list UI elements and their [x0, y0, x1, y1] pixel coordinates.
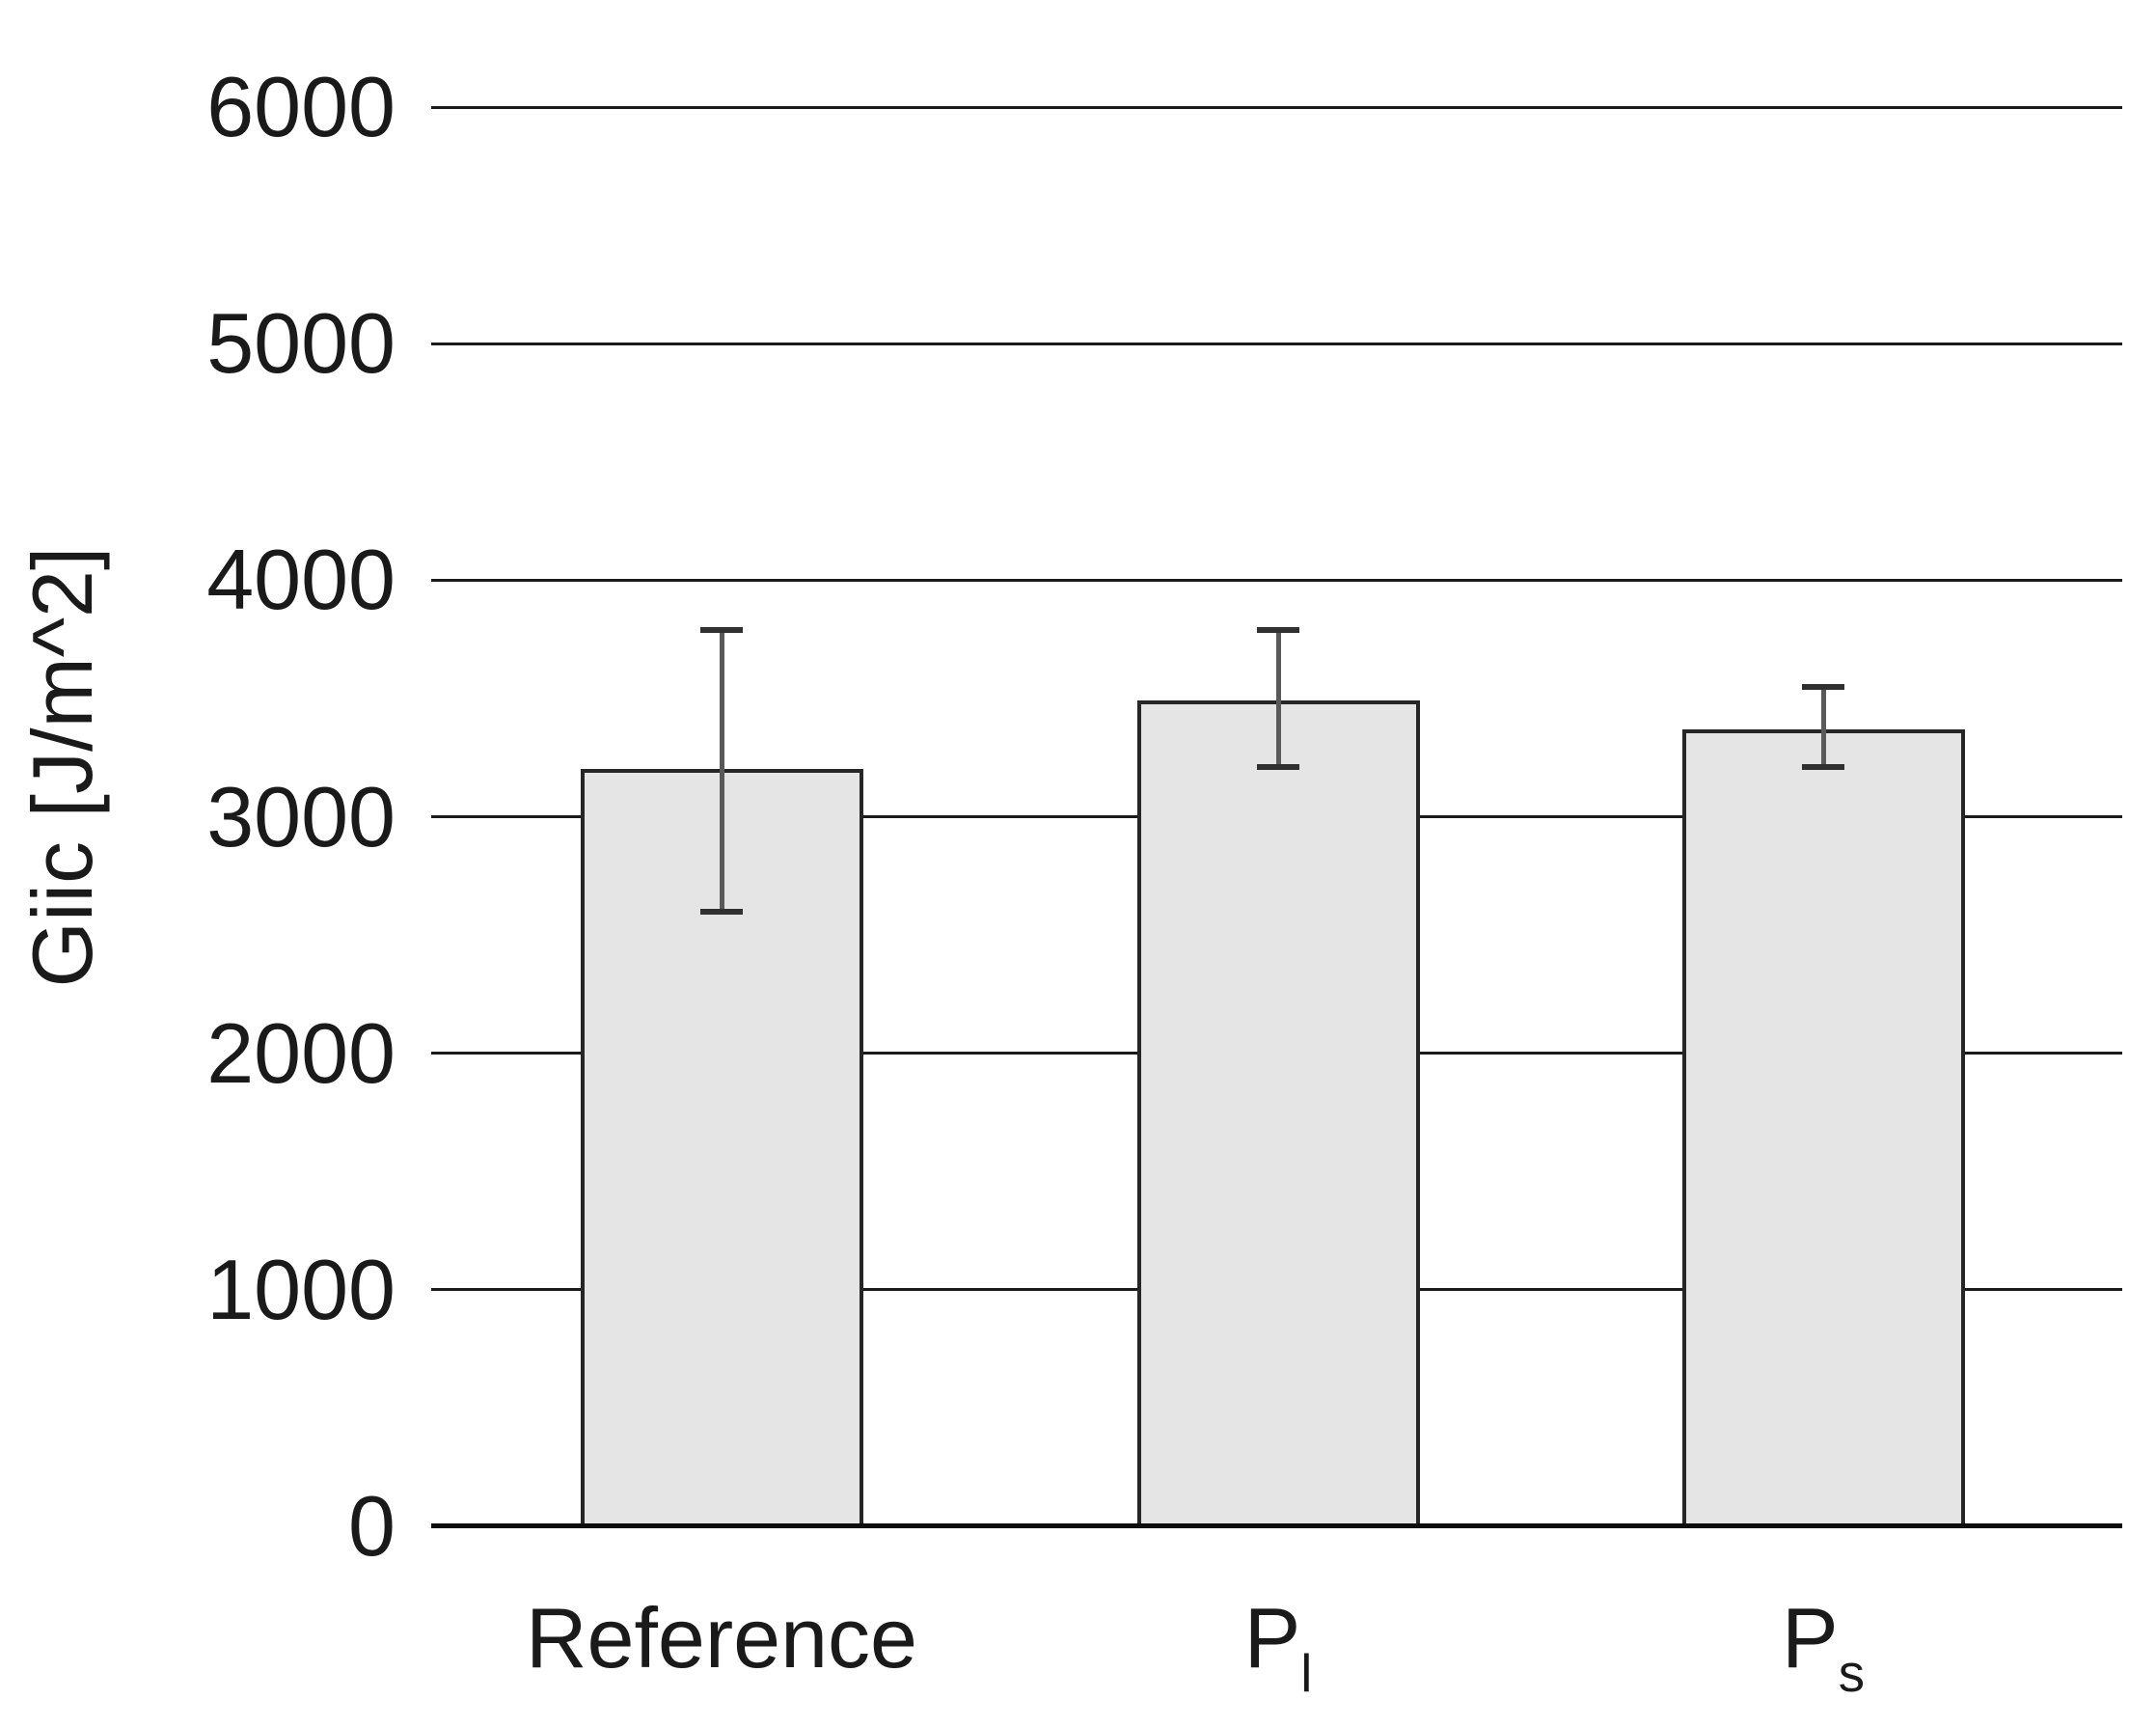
category-subscript: s	[1838, 1644, 1865, 1704]
y-tick-label-2000: 2000	[206, 1004, 396, 1101]
error-bar-bottom-cap	[700, 908, 743, 915]
error-bar-line	[1820, 686, 1826, 768]
gridline-5000	[431, 342, 2122, 345]
y-tick-label-5000: 5000	[206, 295, 396, 392]
y-tick-label-4000: 4000	[206, 532, 396, 628]
gridline-6000	[431, 105, 2122, 109]
y-tick-label-6000: 6000	[206, 59, 396, 154]
category-text: P	[1243, 1590, 1301, 1686]
x-category-label-ps: Ps	[1486, 1580, 2156, 1700]
x-category-label-reference: Reference	[384, 1580, 1059, 1696]
error-bar-line	[719, 629, 724, 912]
y-tick-label-0: 0	[348, 1478, 396, 1574]
category-text: P	[1782, 1590, 1839, 1686]
x-axis-line	[431, 1523, 2122, 1528]
y-tick-label-3000: 3000	[206, 768, 396, 864]
error-bar-bottom-cap	[1802, 764, 1844, 771]
category-text: Reference	[525, 1590, 917, 1686]
y-axis-title: Giic [J/m^2]	[14, 546, 110, 988]
plot-area	[431, 105, 2122, 1528]
error-bar-top-cap	[1802, 683, 1844, 690]
error-bar-line	[1275, 629, 1281, 768]
category-subscript: l	[1300, 1644, 1313, 1704]
bar-ps	[1681, 728, 1965, 1526]
error-bar-bottom-cap	[1257, 764, 1299, 771]
x-category-label-pl: Pl	[941, 1580, 1616, 1700]
gridline-4000	[431, 578, 2122, 582]
error-bar-top-cap	[1257, 626, 1299, 633]
y-tick-label-1000: 1000	[206, 1241, 396, 1337]
error-bar-top-cap	[700, 626, 743, 633]
bar-pl	[1136, 700, 1420, 1526]
